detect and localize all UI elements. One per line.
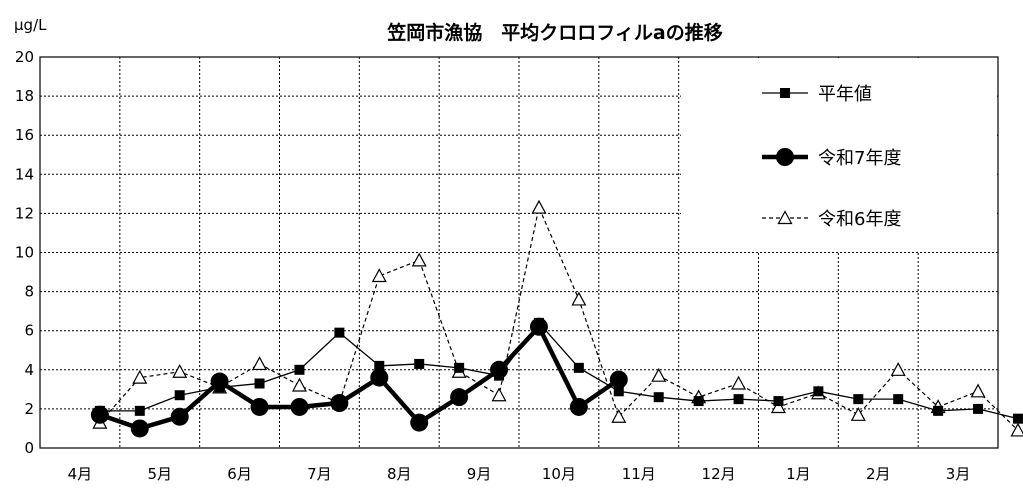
- triangle-marker: [1010, 422, 1023, 437]
- triangle-marker: [850, 407, 866, 421]
- y-tick-label: 10: [15, 244, 34, 262]
- legend-label: 令和6年度: [818, 209, 901, 230]
- y-tick-label: 16: [15, 126, 34, 144]
- circle-marker: [450, 388, 469, 407]
- triangle-marker: [651, 367, 667, 382]
- circle-marker: [609, 370, 628, 389]
- legend-box: [681, 58, 997, 251]
- series-thick-solid-circle: [90, 317, 628, 438]
- circle-marker: [370, 368, 389, 387]
- triangle-marker: [777, 210, 793, 225]
- square-marker: [1012, 413, 1023, 424]
- square-marker: [813, 386, 824, 397]
- square-marker: [780, 88, 790, 98]
- triangle-marker: [132, 369, 148, 384]
- square-marker: [254, 378, 265, 389]
- square-marker: [693, 396, 704, 407]
- x-tick-label: 6月: [227, 465, 252, 483]
- circle-marker: [290, 397, 309, 416]
- plot-frame: [39, 56, 999, 449]
- triangle-marker: [770, 399, 786, 414]
- triangle-marker: [890, 362, 906, 376]
- legend-label: 平年値: [818, 84, 872, 105]
- triangle-marker: [491, 387, 507, 402]
- series-layer: [90, 199, 1023, 438]
- y-tick-label: 8: [24, 283, 34, 301]
- square-marker: [853, 394, 864, 405]
- circle-marker: [330, 394, 349, 413]
- x-tick-label: 7月: [307, 465, 332, 483]
- circle-marker: [170, 407, 189, 426]
- square-marker: [374, 360, 385, 371]
- triangle-marker: [411, 252, 427, 267]
- square-marker: [733, 394, 744, 405]
- circle-marker: [776, 148, 794, 166]
- legend-label: 令和7年度: [818, 148, 901, 169]
- x-tick-label: 9月: [467, 465, 492, 483]
- square-marker: [454, 362, 465, 373]
- x-tick-label: 5月: [147, 465, 172, 483]
- x-tick-label: 1月: [786, 465, 811, 483]
- chart-title: 笠岡市漁協 平均クロロフィルaの推移: [386, 21, 722, 44]
- square-marker: [933, 405, 944, 416]
- y-axis-unit-label: μg/L: [14, 16, 47, 34]
- y-tick-label: 6: [24, 322, 34, 340]
- x-tick-label: 8月: [387, 465, 412, 483]
- circle-marker: [490, 360, 509, 379]
- triangle-marker: [731, 375, 747, 390]
- circle-marker: [250, 397, 269, 416]
- square-marker: [653, 392, 664, 403]
- x-tick-label: 11月: [622, 465, 656, 483]
- triangle-marker: [172, 363, 188, 378]
- square-marker: [294, 364, 305, 375]
- y-tick-label: 0: [24, 439, 34, 457]
- square-marker: [893, 394, 904, 405]
- triangle-marker: [291, 377, 307, 392]
- y-tick-label: 20: [15, 48, 34, 66]
- y-tick-label: 12: [15, 204, 34, 222]
- y-tick-label: 18: [15, 87, 34, 105]
- square-marker: [174, 390, 185, 401]
- axes: 0 2 4 6 8 10 12 14 16 18 20 4月 5月 6月 7月 8月 9月 10月 11月 12月 1月…: [15, 48, 999, 483]
- series-line: [99, 321, 1019, 420]
- triangle-marker: [531, 199, 547, 214]
- x-tick-label: 2月: [866, 465, 891, 483]
- square-marker: [973, 403, 984, 414]
- circle-marker: [569, 397, 588, 416]
- legend-item: 平年値: [762, 84, 872, 105]
- x-tick-label: 3月: [946, 465, 971, 483]
- triangle-marker: [970, 383, 986, 398]
- legend-item: 令和6年度: [762, 209, 901, 230]
- square-marker: [134, 405, 145, 416]
- triangle-marker: [571, 291, 587, 306]
- square-marker: [414, 358, 425, 369]
- triangle-marker: [611, 408, 627, 423]
- circle-marker: [210, 372, 229, 391]
- legend-item: 令和7年度: [762, 148, 901, 169]
- x-tick-label: 4月: [68, 465, 93, 483]
- y-tick-label: 2: [24, 400, 34, 418]
- triangle-marker: [371, 268, 387, 283]
- square-marker: [613, 386, 624, 397]
- square-marker: [773, 396, 784, 407]
- x-tick-label: 10月: [542, 465, 576, 483]
- circle-marker: [130, 419, 149, 438]
- series-line: [99, 205, 1019, 431]
- circle-marker: [410, 413, 429, 432]
- square-marker: [334, 327, 345, 338]
- square-marker: [573, 362, 584, 373]
- x-tick-label: 12月: [702, 465, 736, 483]
- circle-marker: [529, 317, 548, 336]
- triangle-marker: [252, 356, 268, 371]
- y-tick-label: 14: [15, 165, 34, 183]
- y-tick-label: 4: [24, 361, 34, 379]
- circle-marker: [90, 405, 109, 424]
